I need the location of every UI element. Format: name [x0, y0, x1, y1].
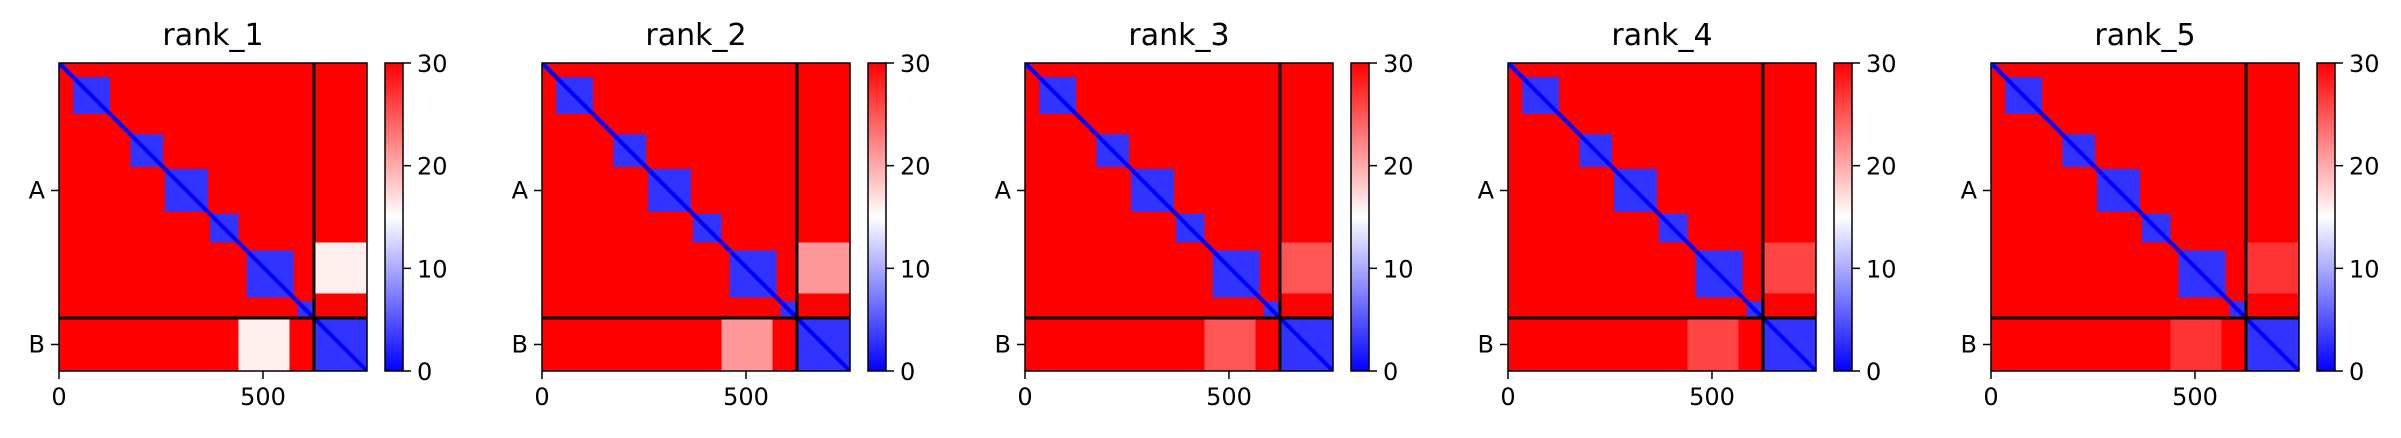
colorbar: [384, 62, 404, 372]
colorbar-tick-label: 30: [2349, 50, 2380, 78]
axes-frame: [1990, 62, 2300, 372]
y-tick-label: B: [512, 330, 528, 358]
colorbar-tick-label: 20: [900, 153, 931, 181]
panel-title: rank_5: [2094, 18, 2195, 53]
colorbar: [1350, 62, 1370, 372]
heatmap: [542, 63, 850, 371]
heatmap: [1025, 63, 1333, 371]
heatmap: [1508, 63, 1816, 371]
panel-title: rank_1: [162, 18, 263, 53]
y-tick-label: A: [29, 176, 46, 204]
colorbar-tick-label: 0: [900, 358, 915, 386]
diagonal-line: [59, 63, 367, 371]
axes-frame: [58, 62, 368, 372]
interchain-band: [2245, 242, 2299, 294]
interchain-band: [721, 317, 773, 371]
colorbar-tick-label: 30: [1866, 50, 1897, 78]
y-tick-label: B: [995, 330, 1011, 358]
x-tick-label: 0: [534, 383, 549, 411]
interchain-band: [313, 242, 367, 294]
axes-frame: [1024, 62, 1334, 372]
x-tick-label: 500: [723, 383, 769, 411]
x-tick-label: 0: [1500, 383, 1515, 411]
y-tick-label: B: [29, 330, 45, 358]
colorbar: [1833, 62, 1853, 372]
y-tick-label: B: [1961, 330, 1977, 358]
heatmap: [59, 63, 367, 371]
interchain-band: [796, 242, 850, 294]
diagonal-line: [1991, 63, 2299, 371]
heatmap: [1991, 63, 2299, 371]
y-tick-label: A: [512, 176, 529, 204]
axes-frame: [1507, 62, 1817, 372]
diagonal-line: [542, 63, 850, 371]
colorbar-tick-label: 10: [1383, 255, 1414, 283]
colorbar-tick-label: 30: [900, 50, 931, 78]
colorbar-tick-label: 20: [2349, 153, 2380, 181]
colorbar-tick-label: 0: [1383, 358, 1398, 386]
colorbar-tick-label: 20: [1383, 153, 1414, 181]
interchain-band: [1762, 242, 1816, 294]
colorbar-tick-label: 10: [1866, 255, 1897, 283]
x-tick-label: 0: [1017, 383, 1032, 411]
panel-title: rank_3: [1128, 18, 1229, 53]
colorbar-tick-label: 0: [2349, 358, 2364, 386]
colorbar-tick-label: 0: [417, 358, 432, 386]
colorbar-tick-label: 30: [1383, 50, 1414, 78]
colorbar: [867, 62, 887, 372]
axes-frame: [541, 62, 851, 372]
x-tick-label: 0: [51, 383, 66, 411]
diagonal-line: [1508, 63, 1816, 371]
y-tick-label: B: [1478, 330, 1494, 358]
interchain-band: [238, 317, 290, 371]
x-tick-label: 0: [1983, 383, 1998, 411]
colorbar-tick-label: 10: [900, 255, 931, 283]
colorbar-tick-label: 0: [1866, 358, 1881, 386]
colorbar-tick-label: 10: [417, 255, 448, 283]
x-tick-label: 500: [1689, 383, 1735, 411]
y-tick-label: A: [995, 176, 1012, 204]
colorbar: [2316, 62, 2336, 372]
colorbar-tick-label: 30: [417, 50, 448, 78]
panel-title: rank_2: [645, 18, 746, 53]
interchain-band: [1279, 242, 1333, 294]
x-tick-label: 500: [1206, 383, 1252, 411]
interchain-band: [1687, 317, 1739, 371]
panel-title: rank_4: [1611, 18, 1712, 53]
interchain-band: [2170, 317, 2222, 371]
colorbar-tick-label: 20: [417, 153, 448, 181]
interchain-band: [1204, 317, 1256, 371]
y-tick-label: A: [1478, 176, 1495, 204]
diagonal-line: [1025, 63, 1333, 371]
x-tick-label: 500: [240, 383, 286, 411]
colorbar-tick-label: 20: [1866, 153, 1897, 181]
colorbar-tick-label: 10: [2349, 255, 2380, 283]
y-tick-label: A: [1961, 176, 1978, 204]
x-tick-label: 500: [2172, 383, 2218, 411]
